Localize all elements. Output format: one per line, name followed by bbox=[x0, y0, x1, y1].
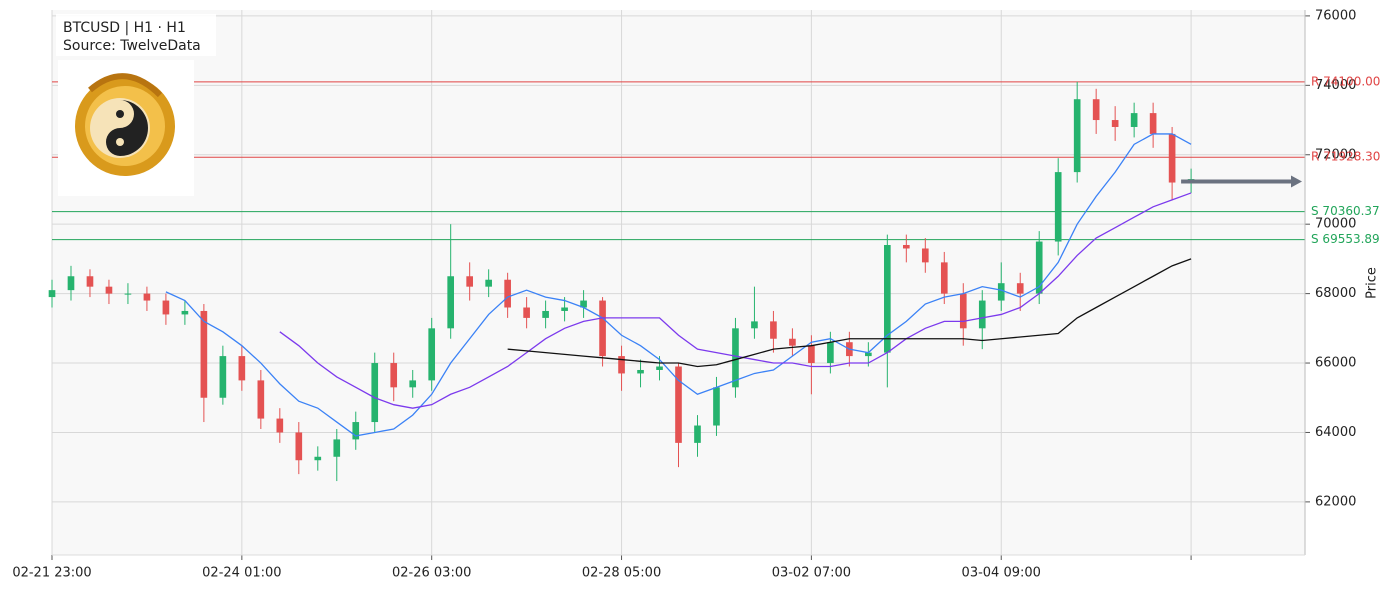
candle-body bbox=[200, 310, 208, 398]
candle-body bbox=[770, 321, 777, 339]
candle-body bbox=[694, 425, 701, 443]
candle-body bbox=[902, 245, 910, 249]
candle-body bbox=[1130, 113, 1138, 127]
candle-body bbox=[1054, 172, 1062, 242]
candle-body bbox=[732, 328, 739, 388]
x-tick-label: 03-04 09:00 bbox=[962, 566, 1041, 581]
candle-body bbox=[921, 248, 929, 263]
candle-body bbox=[523, 307, 530, 318]
x-tick-label: 02-26 03:00 bbox=[392, 566, 471, 581]
candle-body bbox=[314, 456, 322, 461]
candle-body bbox=[1035, 241, 1043, 294]
candle-body bbox=[276, 418, 284, 433]
y-tick-label: 64000 bbox=[1315, 425, 1356, 440]
candle-body bbox=[67, 276, 75, 291]
candle-body bbox=[1111, 120, 1119, 127]
y-tick-label: 68000 bbox=[1315, 286, 1356, 301]
level-label: R 74100.00 bbox=[1311, 74, 1380, 88]
level-label: R 71928.30 bbox=[1311, 150, 1380, 164]
candle-body bbox=[1073, 99, 1081, 173]
level-label: S 69553.89 bbox=[1311, 232, 1380, 246]
candle-body bbox=[86, 276, 94, 287]
candle-body bbox=[504, 279, 511, 308]
candle-body bbox=[295, 432, 303, 461]
candle-body bbox=[959, 293, 967, 329]
candle-body bbox=[124, 293, 132, 295]
x-tick-label: 02-28 05:00 bbox=[582, 566, 661, 581]
candle-body bbox=[238, 356, 246, 381]
candle-body bbox=[257, 380, 265, 419]
projection-arrow-head bbox=[1291, 175, 1302, 188]
logo bbox=[58, 60, 194, 196]
chart-subtitle: Source: TwelveData bbox=[63, 38, 201, 54]
levels bbox=[52, 81, 1305, 241]
candle-body bbox=[618, 356, 625, 374]
y-tick-label: 66000 bbox=[1315, 356, 1356, 371]
candle-body bbox=[219, 356, 227, 398]
candle-body bbox=[656, 366, 663, 370]
candle-body bbox=[997, 283, 1005, 301]
marks bbox=[48, 81, 1302, 482]
candle-body bbox=[466, 276, 473, 287]
y-axis-label: Price bbox=[1365, 267, 1380, 299]
title-box bbox=[56, 14, 216, 56]
candle-body bbox=[485, 279, 492, 287]
candle-body bbox=[865, 352, 872, 357]
candle-body bbox=[978, 300, 986, 329]
x-tick-label: 03-02 07:00 bbox=[772, 566, 851, 581]
candle-body bbox=[561, 307, 568, 311]
candle-body bbox=[162, 300, 170, 315]
level-label: S 70360.37 bbox=[1311, 204, 1380, 218]
candle-body bbox=[352, 422, 360, 440]
candle-body bbox=[599, 300, 606, 357]
y-tick-label: 72000 bbox=[1315, 147, 1356, 162]
candle-body bbox=[333, 439, 341, 457]
candle-body bbox=[580, 300, 587, 308]
moving-average-line bbox=[165, 133, 1192, 437]
candle-body bbox=[751, 321, 758, 329]
candle-body bbox=[1092, 99, 1100, 121]
candle-body bbox=[1149, 113, 1157, 134]
candle-body bbox=[181, 310, 189, 315]
candle-body bbox=[48, 290, 56, 298]
x-tick-label: 02-24 01:00 bbox=[202, 566, 281, 581]
candle-body bbox=[1016, 283, 1024, 294]
plot-area bbox=[52, 10, 1305, 555]
y-tick-label: 76000 bbox=[1315, 8, 1356, 23]
chart-title: BTCUSD | H1 · H1 bbox=[63, 20, 186, 36]
candle-body bbox=[827, 342, 834, 364]
candle-body bbox=[637, 369, 644, 374]
candle-body bbox=[808, 345, 815, 364]
candle-body bbox=[105, 286, 113, 294]
y-tick-label: 70000 bbox=[1315, 217, 1356, 232]
candle-body bbox=[542, 310, 549, 318]
candle-body bbox=[1168, 133, 1176, 183]
x-tick-label: 02-21 23:00 bbox=[12, 566, 91, 581]
candle-body bbox=[940, 262, 948, 294]
moving-average-line bbox=[279, 192, 1192, 409]
moving-average-line bbox=[507, 258, 1192, 368]
y-tick-label: 74000 bbox=[1315, 78, 1356, 93]
candle-body bbox=[371, 363, 379, 423]
candle-body bbox=[409, 380, 417, 388]
candle-body bbox=[789, 338, 796, 346]
candle-body bbox=[884, 245, 891, 353]
candle-body bbox=[447, 276, 455, 329]
candle-body bbox=[713, 387, 720, 426]
candle-body bbox=[390, 363, 398, 388]
y-tick-label: 62000 bbox=[1315, 494, 1356, 509]
candle-body bbox=[143, 293, 151, 301]
candle-body bbox=[675, 366, 682, 443]
candle-body bbox=[428, 328, 436, 381]
